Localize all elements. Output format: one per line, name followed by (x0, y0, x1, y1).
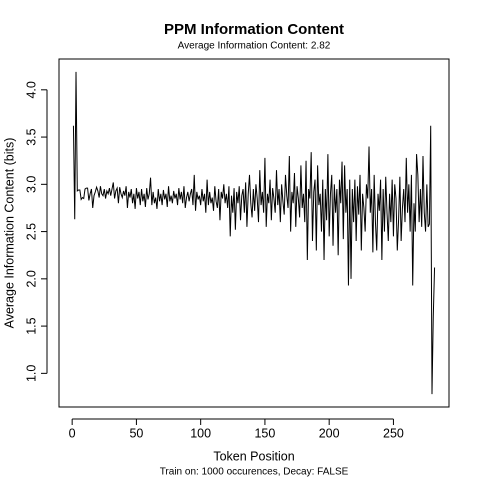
y-tick-label: 1.0 (24, 365, 38, 382)
y-tick-label: 2.5 (24, 223, 38, 240)
x-tick-label: 200 (319, 426, 340, 440)
y-tick-label: 2.0 (24, 270, 38, 287)
y-tick-label: 1.5 (24, 317, 38, 334)
chart-subtitle: Average Information Content: 2.82 (178, 41, 331, 52)
x-tick-label: 150 (254, 426, 275, 440)
chart-title: PPM Information Content (164, 21, 344, 38)
x-tick-label: 250 (383, 426, 404, 440)
y-tick-label: 3.0 (24, 176, 38, 193)
caption: Train on: 1000 occurences, Decay: FALSE (160, 467, 349, 478)
x-tick-label: 0 (69, 426, 76, 440)
x-tick-label: 50 (129, 426, 143, 440)
plot-frame (58, 58, 450, 408)
y-tick-label: 4.0 (24, 81, 38, 98)
y-tick-label: 3.5 (24, 128, 38, 145)
data-line (72, 71, 436, 395)
x-tick-label: 100 (190, 426, 211, 440)
y-axis-label: Average Information Content (bits) (2, 138, 16, 329)
x-axis-label: Token Position (213, 449, 294, 463)
